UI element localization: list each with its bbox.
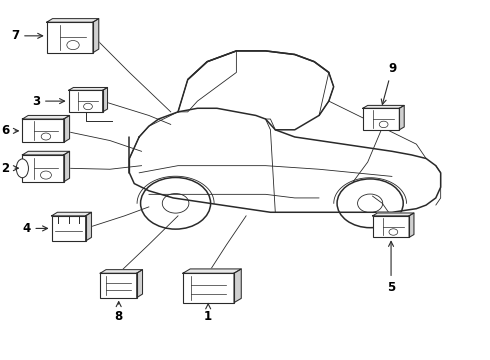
Polygon shape xyxy=(399,105,404,130)
Bar xyxy=(23,119,64,142)
Bar xyxy=(372,216,409,237)
Polygon shape xyxy=(23,151,70,155)
Polygon shape xyxy=(47,19,99,22)
Polygon shape xyxy=(102,87,107,112)
Polygon shape xyxy=(64,151,70,182)
Polygon shape xyxy=(234,269,241,303)
Polygon shape xyxy=(64,116,70,142)
Bar xyxy=(47,22,93,53)
Bar xyxy=(23,155,64,182)
Polygon shape xyxy=(137,270,143,298)
Polygon shape xyxy=(100,270,143,273)
Bar xyxy=(69,90,102,112)
Polygon shape xyxy=(363,105,404,108)
Bar xyxy=(183,273,234,303)
Text: 5: 5 xyxy=(387,242,395,294)
Bar xyxy=(51,216,86,241)
Text: 6: 6 xyxy=(1,124,18,138)
Text: 7: 7 xyxy=(11,29,43,42)
Bar xyxy=(100,273,137,298)
Polygon shape xyxy=(409,213,414,237)
Ellipse shape xyxy=(16,159,28,178)
Polygon shape xyxy=(372,213,414,216)
Bar xyxy=(363,108,399,130)
Polygon shape xyxy=(86,212,92,241)
Text: 8: 8 xyxy=(115,302,123,323)
Polygon shape xyxy=(23,116,70,119)
Text: 3: 3 xyxy=(32,95,65,108)
Text: 1: 1 xyxy=(204,304,212,323)
Text: 9: 9 xyxy=(381,62,396,104)
Polygon shape xyxy=(93,19,99,53)
Text: 4: 4 xyxy=(22,222,48,235)
Polygon shape xyxy=(51,212,92,216)
Polygon shape xyxy=(183,269,241,273)
Text: 2: 2 xyxy=(1,162,18,175)
Polygon shape xyxy=(69,87,107,90)
